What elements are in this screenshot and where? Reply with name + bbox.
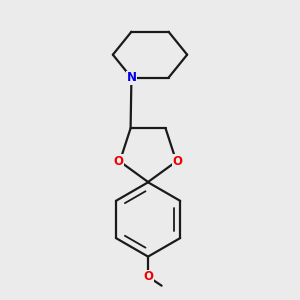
Text: N: N: [126, 71, 136, 84]
Text: O: O: [143, 270, 153, 283]
Text: O: O: [172, 155, 183, 168]
Text: O: O: [113, 155, 124, 168]
